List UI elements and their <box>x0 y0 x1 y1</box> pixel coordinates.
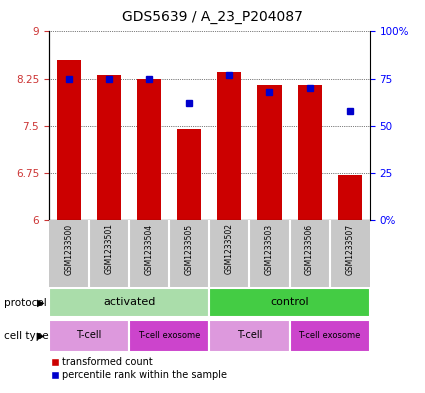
Text: GSM1233504: GSM1233504 <box>144 223 154 275</box>
Bar <box>298 85 322 220</box>
Text: activated: activated <box>103 297 155 307</box>
Legend: transformed count, percentile rank within the sample: transformed count, percentile rank withi… <box>47 354 231 384</box>
Bar <box>337 175 362 220</box>
Bar <box>289 320 370 352</box>
Text: GSM1233505: GSM1233505 <box>185 223 194 275</box>
Bar <box>49 220 370 287</box>
Text: T-cell exosome: T-cell exosome <box>138 331 201 340</box>
Bar <box>49 288 209 317</box>
Bar <box>209 288 370 317</box>
Bar <box>49 320 129 352</box>
Text: GSM1233506: GSM1233506 <box>305 223 314 275</box>
Text: protocol: protocol <box>4 298 47 308</box>
Text: GDS5639 / A_23_P204087: GDS5639 / A_23_P204087 <box>122 10 303 24</box>
Text: GSM1233503: GSM1233503 <box>265 223 274 275</box>
Text: GSM1233507: GSM1233507 <box>345 223 354 275</box>
Text: GSM1233500: GSM1233500 <box>65 223 74 275</box>
Bar <box>209 320 289 352</box>
Text: GSM1233501: GSM1233501 <box>105 223 113 274</box>
Bar <box>137 79 161 220</box>
Text: cell type: cell type <box>4 331 49 341</box>
Bar <box>177 129 201 220</box>
Bar <box>97 75 121 220</box>
Text: T-cell exosome: T-cell exosome <box>298 331 361 340</box>
Text: T-cell: T-cell <box>237 330 262 340</box>
Text: control: control <box>270 297 309 307</box>
Text: T-cell: T-cell <box>76 330 102 340</box>
Text: GSM1233502: GSM1233502 <box>225 223 234 274</box>
Bar <box>217 72 241 220</box>
Text: ▶: ▶ <box>37 331 44 341</box>
Bar <box>129 320 209 352</box>
Bar <box>258 85 281 220</box>
Text: ▶: ▶ <box>37 298 44 308</box>
Bar <box>57 60 81 220</box>
